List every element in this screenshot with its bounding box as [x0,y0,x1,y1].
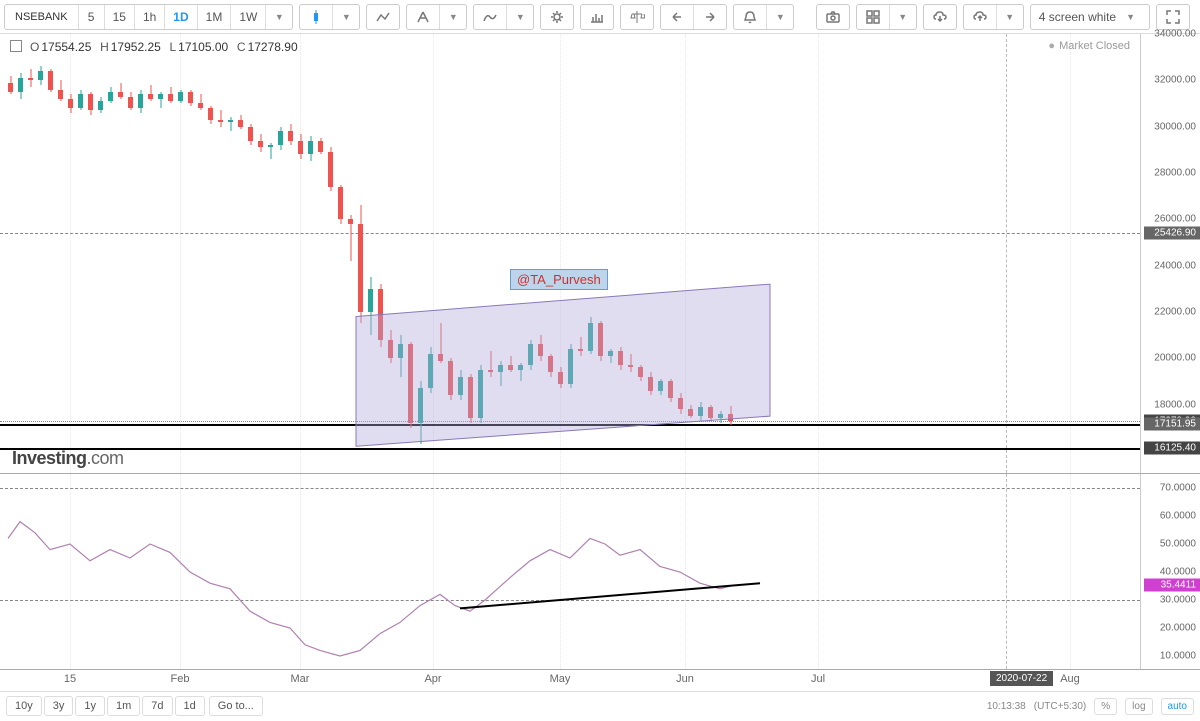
undo-icon[interactable] [661,4,694,30]
ohlc-label: O 17554.25 H 17952.25 L 17105.00 C 17278… [10,40,298,54]
market-status: Market Closed [1048,40,1130,52]
symbol-timeframe-group: NSEBANK 5 15 1h 1D 1M 1W ▼ [4,4,293,30]
indicator-chart[interactable]: 70.000060.000050.000040.000030.000020.00… [0,474,1200,670]
watermark: Investing.com [12,448,124,469]
range-1y[interactable]: 1y [75,696,105,716]
annotation-label[interactable]: @TA_Purvesh [510,269,608,290]
toolbar: NSEBANK 5 15 1h 1D 1M 1W ▼ ▼ ▼ ▼ ▼ ▼ ▼ [0,0,1200,34]
redo-icon[interactable] [694,4,726,30]
crosshair-date: 2020-07-22 [990,671,1053,686]
tf-1w[interactable]: 1W [231,4,266,30]
price-plot: @TA_Purvesh [0,34,1140,473]
ohlc-toggle-icon[interactable] [10,40,22,52]
price-axis[interactable]: 34000.0032000.0030000.0028000.0026000.00… [1140,34,1200,473]
indicator-plot [0,474,1140,669]
tf-5[interactable]: 5 [79,4,105,30]
alert-icon[interactable] [734,4,767,30]
range-1m[interactable]: 1m [107,696,140,716]
range-7d[interactable]: 7d [142,696,172,716]
clock-time: 10:13:38 [987,701,1026,712]
range-10y[interactable]: 10y [6,696,42,716]
indicators-more-icon[interactable]: ▼ [507,4,533,30]
tf-1d[interactable]: 1D [165,4,197,30]
chart-style-more-icon[interactable]: ▼ [333,4,359,30]
layout-more-icon[interactable]: ▼ [890,4,916,30]
theme-label: 4 screen white [1039,10,1116,24]
percent-toggle[interactable]: % [1094,698,1117,715]
candle-style-icon[interactable] [300,4,333,30]
theme-select[interactable]: 4 screen white▼ [1031,4,1149,30]
indicators-icon[interactable] [474,4,507,30]
log-toggle[interactable]: log [1125,698,1152,715]
cloud-save-icon[interactable] [964,4,997,30]
cloud-save-more-icon[interactable]: ▼ [997,4,1023,30]
range-1d[interactable]: 1d [175,696,205,716]
tf-15[interactable]: 15 [105,4,135,30]
drawing-more-icon[interactable]: ▼ [440,4,466,30]
chart-style-group: ▼ [299,4,360,30]
timezone: (UTC+5:30) [1034,701,1087,712]
camera-icon[interactable] [817,4,849,30]
fullscreen-icon[interactable] [1157,4,1189,30]
symbol-name[interactable]: NSEBANK [5,4,79,30]
goto-button[interactable]: Go to... [209,696,263,716]
price-chart[interactable]: O 17554.25 H 17952.25 L 17105.00 C 17278… [0,34,1200,474]
time-axis[interactable]: 15FebMarAprMayJunJulAug2020-07-22 [0,670,1200,692]
cloud-load-icon[interactable] [924,4,956,30]
tf-1h[interactable]: 1h [135,4,165,30]
indicator-axis[interactable]: 70.000060.000050.000040.000030.000020.00… [1140,474,1200,669]
drawing-tools-icon[interactable] [407,4,440,30]
tf-more-icon[interactable]: ▼ [266,4,292,30]
template-icon[interactable] [581,4,613,30]
tf-1m[interactable]: 1M [198,4,232,30]
auto-toggle[interactable]: auto [1161,698,1194,715]
balance-icon[interactable] [621,4,653,30]
bottom-bar: 10y3y1y1m7d1d Go to... 10:13:38 (UTC+5:3… [0,692,1200,720]
alert-more-icon[interactable]: ▼ [767,4,793,30]
layout-icon[interactable] [857,4,890,30]
compare-icon[interactable] [367,4,399,30]
range-3y[interactable]: 3y [44,696,74,716]
settings-icon[interactable] [541,4,573,30]
